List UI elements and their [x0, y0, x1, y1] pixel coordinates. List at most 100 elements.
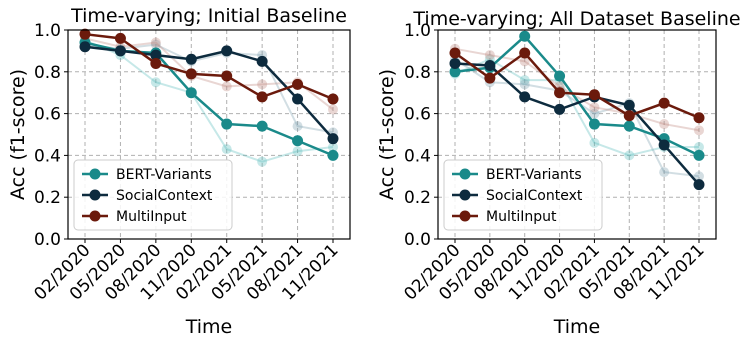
faded-series-line — [84, 43, 334, 134]
series-point — [588, 89, 600, 101]
y-tick-label: 0.0 — [34, 230, 61, 250]
y-tick-label: 0.2 — [404, 188, 431, 208]
legend-swatch-marker — [459, 168, 471, 180]
series-point — [114, 45, 126, 57]
series-point — [623, 110, 635, 122]
y-axis-label: Acc (f1-score) — [376, 69, 398, 200]
faded-point — [221, 81, 232, 92]
series-point — [554, 70, 566, 82]
faded-point — [328, 104, 338, 115]
faded-series-line — [454, 47, 700, 132]
y-tick-label: 0.6 — [404, 105, 431, 125]
series-point — [221, 118, 233, 130]
x-axis-label: Time — [553, 316, 601, 338]
series-point — [484, 72, 496, 84]
chart-all-dataset-baseline: 0.00.20.40.60.81.002/202005/202008/20201… — [376, 8, 740, 338]
legend-label: BERT-Variants — [486, 167, 582, 183]
faded-point — [292, 121, 303, 132]
faded-point — [624, 150, 635, 161]
faded-point — [519, 79, 530, 90]
series-point — [519, 30, 531, 42]
y-tick-label: 0.6 — [34, 105, 61, 125]
series-point — [256, 55, 268, 67]
faded-point — [221, 144, 232, 155]
faded-point — [589, 102, 600, 113]
series-point — [554, 87, 566, 99]
series-point — [327, 93, 339, 105]
series-point — [185, 87, 197, 99]
series-point — [185, 68, 197, 80]
series-point — [554, 103, 566, 115]
series-point — [658, 97, 670, 109]
series-point — [292, 78, 304, 90]
faded-point — [519, 75, 530, 86]
series-point — [327, 133, 339, 145]
y-tick-label: 0.8 — [34, 63, 61, 83]
series-point — [623, 99, 635, 111]
plot-frame — [437, 29, 717, 240]
series-point — [693, 149, 705, 161]
y-tick-label: 1.0 — [34, 21, 61, 41]
faded-point — [328, 142, 338, 153]
series-point — [519, 47, 531, 59]
series-point — [221, 45, 233, 57]
legend-label: MultiInput — [486, 209, 557, 225]
faded-point — [694, 171, 704, 182]
series-point — [484, 60, 496, 72]
faded-point — [519, 56, 530, 67]
legend-label: SocialContext — [486, 188, 583, 204]
series-line — [84, 32, 334, 101]
legend-swatch-marker — [89, 168, 101, 180]
chart-title: Time-varying; Initial Baseline — [70, 5, 347, 27]
faded-series-line — [84, 37, 334, 111]
series-point — [256, 120, 268, 132]
series-point — [150, 57, 162, 69]
series-point — [693, 179, 705, 191]
legend-box — [73, 159, 233, 231]
y-tick-label: 0.4 — [34, 146, 61, 166]
series-line — [454, 51, 700, 119]
faded-point — [150, 37, 161, 48]
series-point — [150, 49, 162, 61]
series-point — [114, 32, 126, 44]
series-point — [79, 28, 91, 40]
series-point — [221, 70, 233, 82]
plot-frame — [67, 29, 351, 240]
series-line — [454, 62, 700, 186]
series-point — [658, 139, 670, 151]
y-tick-label: 0.4 — [404, 146, 431, 166]
series-point — [693, 112, 705, 124]
faded-point — [257, 79, 268, 90]
y-tick-label: 1.0 — [404, 21, 431, 41]
series-point — [623, 120, 635, 132]
series-point — [519, 91, 531, 103]
series-point — [256, 91, 268, 103]
faded-point — [257, 156, 268, 167]
faded-point — [150, 77, 161, 88]
y-tick-label: 0.2 — [34, 188, 61, 208]
faded-point — [694, 142, 704, 153]
faded-point — [292, 146, 303, 157]
legend-label: BERT-Variants — [116, 167, 212, 183]
faded-point — [694, 125, 704, 136]
series-point — [185, 53, 197, 65]
legend-label: MultiInput — [116, 209, 187, 225]
series-point — [79, 41, 91, 53]
legend-box — [443, 159, 603, 231]
y-tick-label: 0.8 — [404, 63, 431, 83]
faded-point — [659, 119, 670, 130]
faded-point — [659, 167, 670, 178]
faded-point — [589, 108, 600, 119]
legend: BERT-Variants SocialContext MultiInput — [443, 159, 603, 231]
faded-point — [150, 39, 161, 50]
series-point — [588, 118, 600, 130]
legend-swatch-marker — [459, 210, 471, 222]
legend-label: SocialContext — [116, 188, 213, 204]
series-line — [84, 45, 334, 140]
x-axis-label: Time — [185, 316, 233, 338]
series-point — [449, 47, 461, 59]
legend-swatch-marker — [89, 210, 101, 222]
series-point — [449, 57, 461, 69]
faded-point — [589, 137, 600, 148]
